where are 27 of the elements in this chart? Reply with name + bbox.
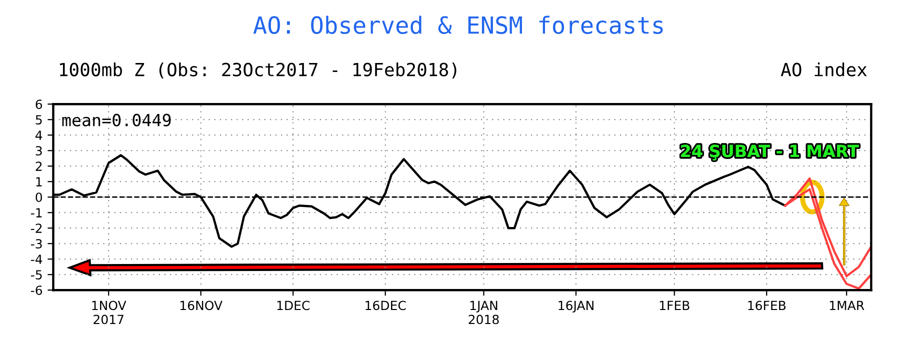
y-tick-label: 4 (35, 130, 42, 140)
x-tick-label: 16FEB (748, 300, 786, 310)
x-tick-label: 16DEC (366, 300, 406, 310)
x-tick-label: 16JAN (558, 300, 594, 313)
x-tick-label: 1JAN 2018 (468, 300, 499, 324)
annotation: 24 ŞUBAT - 1 MART (681, 144, 859, 160)
chart-subtitle: 1000mb Z (Obs: 23Oct2017 - 19Feb2018) (60, 62, 456, 79)
y-tick-label: -3 (30, 239, 42, 249)
y-tick-label: 2 (36, 162, 42, 171)
y-tick-label: -4 (30, 254, 42, 264)
y-tick-label: 3 (36, 146, 42, 156)
x-tick-label: 1DEC (277, 300, 310, 310)
y-tick-label: 1 (36, 177, 42, 186)
y-tick-label: -5 (30, 270, 42, 280)
y-tick-label: -2 (30, 224, 42, 233)
x-tick-label: 16NOV (180, 300, 222, 310)
y-tick-label: 0 (36, 192, 42, 202)
text: AO index (780, 62, 867, 76)
x-tick-label: 1FEB (660, 300, 690, 310)
chart-title: AO: Observed & ENSM forecasts (253, 16, 663, 34)
y-tick-label: -6 (30, 286, 42, 296)
y-tick-label: -1 (30, 208, 42, 218)
x-tick-label: 1MAR (830, 300, 864, 310)
annotation: mean=0.0449 (62, 114, 171, 126)
y-tick-label: 5 (36, 115, 42, 125)
y-tick-label: 6 (36, 100, 42, 110)
x-tick-label: 1NOV 2017 (92, 300, 126, 324)
